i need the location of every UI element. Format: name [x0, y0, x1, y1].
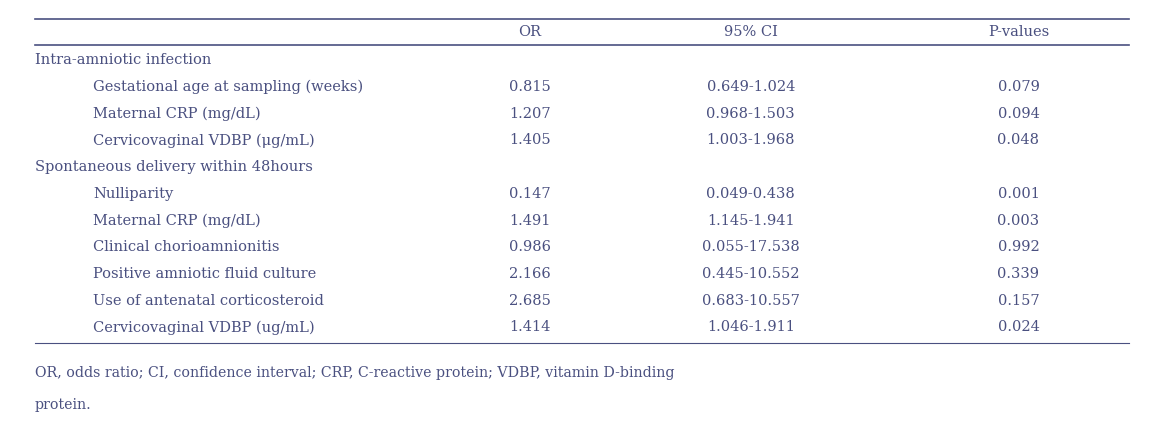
- Text: 0.001: 0.001: [998, 187, 1039, 201]
- Text: Use of antenatal corticosteroid: Use of antenatal corticosteroid: [93, 294, 324, 308]
- Text: Nulliparity: Nulliparity: [93, 187, 173, 201]
- Text: 0.986: 0.986: [509, 240, 551, 254]
- Text: Gestational age at sampling (weeks): Gestational age at sampling (weeks): [93, 80, 363, 94]
- Text: 1.405: 1.405: [509, 133, 551, 147]
- Text: P-values: P-values: [988, 25, 1049, 39]
- Text: Clinical chorioamnionitis: Clinical chorioamnionitis: [93, 240, 279, 254]
- Text: 1.046-1.911: 1.046-1.911: [707, 320, 795, 334]
- Text: Positive amniotic fluid culture: Positive amniotic fluid culture: [93, 267, 317, 281]
- Text: 0.055-17.538: 0.055-17.538: [702, 240, 800, 254]
- Text: 2.166: 2.166: [509, 267, 551, 281]
- Text: 0.049-0.438: 0.049-0.438: [707, 187, 795, 201]
- Text: Maternal CRP (mg/dL): Maternal CRP (mg/dL): [93, 213, 261, 228]
- Text: 0.003: 0.003: [998, 213, 1039, 227]
- Text: 2.685: 2.685: [509, 294, 551, 308]
- Text: Cervicovaginal VDBP (μg/mL): Cervicovaginal VDBP (μg/mL): [93, 133, 314, 147]
- Text: 0.683-10.557: 0.683-10.557: [702, 294, 800, 308]
- Text: 1.145-1.941: 1.145-1.941: [707, 213, 795, 227]
- Text: 1.003-1.968: 1.003-1.968: [707, 133, 795, 147]
- Text: 0.157: 0.157: [998, 294, 1039, 308]
- Text: Cervicovaginal VDBP (ug/mL): Cervicovaginal VDBP (ug/mL): [93, 320, 314, 335]
- Text: 0.147: 0.147: [509, 187, 551, 201]
- Text: 0.048: 0.048: [998, 133, 1039, 147]
- Text: 95% CI: 95% CI: [724, 25, 778, 39]
- Text: protein.: protein.: [35, 398, 92, 412]
- Text: 1.414: 1.414: [509, 320, 551, 334]
- Text: 0.024: 0.024: [998, 320, 1039, 334]
- Text: Maternal CRP (mg/dL): Maternal CRP (mg/dL): [93, 106, 261, 121]
- Text: Spontaneous delivery within 48hours: Spontaneous delivery within 48hours: [35, 160, 313, 174]
- Text: 0.445-10.552: 0.445-10.552: [702, 267, 800, 281]
- Text: 1.207: 1.207: [509, 106, 551, 121]
- Text: 0.339: 0.339: [998, 267, 1039, 281]
- Text: OR: OR: [518, 25, 541, 39]
- Text: 1.491: 1.491: [509, 213, 551, 227]
- Text: 0.649-1.024: 0.649-1.024: [707, 80, 795, 94]
- Text: Intra-amniotic infection: Intra-amniotic infection: [35, 53, 212, 67]
- Text: OR, odds ratio; CI, confidence interval; CRP, C-reactive protein; VDBP, vitamin : OR, odds ratio; CI, confidence interval;…: [35, 366, 674, 380]
- Text: 0.992: 0.992: [998, 240, 1039, 254]
- Text: 0.079: 0.079: [998, 80, 1039, 94]
- Text: 0.094: 0.094: [998, 106, 1039, 121]
- Text: 0.968-1.503: 0.968-1.503: [707, 106, 795, 121]
- Text: 0.815: 0.815: [509, 80, 551, 94]
